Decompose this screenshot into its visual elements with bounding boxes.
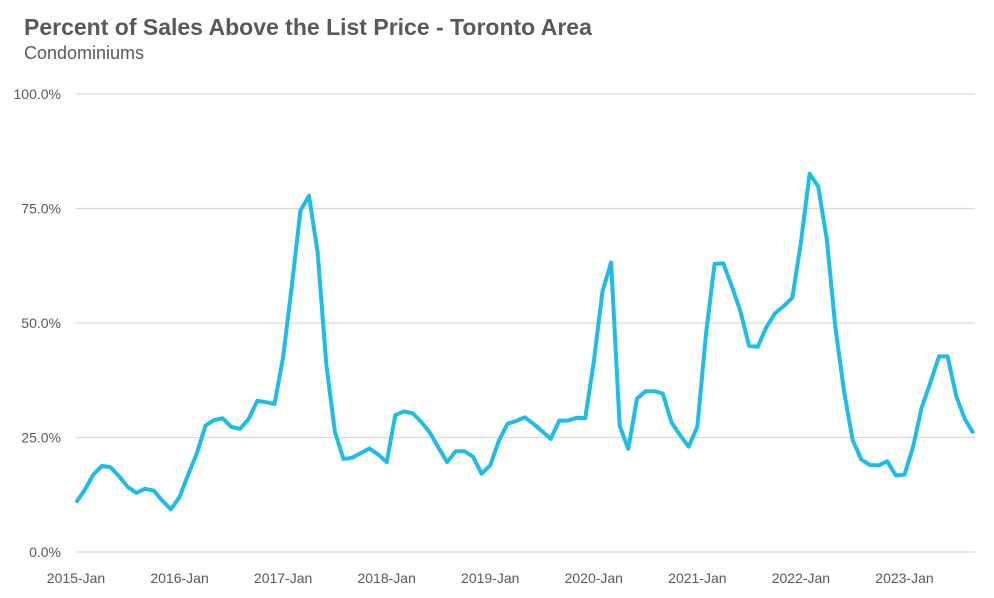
x-axis-tick-labels: 2015-Jan 2016-Jan 2017-Jan 2018-Jan 2019-Jan… <box>47 570 934 586</box>
y-axis-tick-labels: 0.0% 25.0% 50.0% 75.0% 100.0% <box>14 86 61 560</box>
chart-title: Percent of Sales Above the List Price - … <box>24 14 592 40</box>
y-tick-label: 25.0% <box>21 430 61 446</box>
series-line <box>74 171 976 512</box>
x-tick-label: 2017-Jan <box>254 570 312 586</box>
y-tick-label: 50.0% <box>21 315 61 331</box>
x-tick-label: 2021-Jan <box>668 570 726 586</box>
x-tick-label: 2019-Jan <box>461 570 519 586</box>
x-tick-label: 2015-Jan <box>47 570 105 586</box>
x-tick-label: 2018-Jan <box>357 570 415 586</box>
y-tick-label: 100.0% <box>14 86 61 102</box>
y-tick-label: 75.0% <box>21 201 61 217</box>
y-tick-label: 0.0% <box>29 544 61 560</box>
x-tick-label: 2023-Jan <box>875 570 933 586</box>
x-tick-label: 2016-Jan <box>150 570 208 586</box>
x-tick-label: 2022-Jan <box>772 570 830 586</box>
chart-subtitle: Condominiums <box>24 43 145 63</box>
x-tick-label: 2020-Jan <box>565 570 623 586</box>
gridlines <box>76 93 975 553</box>
series-layer <box>74 171 976 512</box>
